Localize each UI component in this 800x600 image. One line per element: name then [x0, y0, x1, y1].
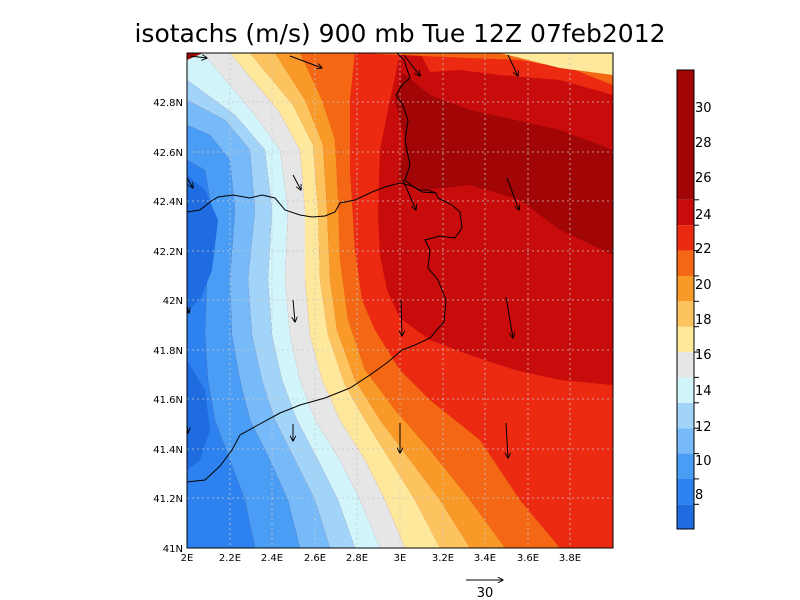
map-title: isotachs (m/s) 900 mb Tue 12Z 07feb2012: [134, 19, 665, 48]
wind-vector: [187, 177, 193, 188]
wind-vector: [507, 54, 518, 76]
band-28-30: [378, 53, 613, 385]
gridlines: [187, 53, 613, 548]
x-tick-label: 2.4E: [261, 553, 283, 564]
colorbar-swatch: [677, 352, 694, 378]
colorbar-label: 26: [695, 171, 712, 186]
colorbar-swatch: [677, 326, 694, 353]
colorbar-label: 28: [695, 136, 712, 151]
colorbar-label: 12: [695, 420, 712, 435]
plot-area: [187, 53, 613, 548]
x-tick-label: 2.6E: [304, 553, 326, 564]
band-12-14: [187, 80, 355, 548]
reference-vector-label: 30: [477, 586, 494, 600]
y-axis: 41N 41.2N 41.4N 41.6N 41.8N 42N 42.2N 42…: [153, 98, 183, 555]
band-14-16: [187, 53, 380, 548]
y-tick-label: 42.8N: [153, 98, 183, 109]
colorbar-label: 14: [695, 384, 712, 399]
colorbar-swatch: [677, 478, 694, 505]
border-line: [187, 182, 437, 218]
y-tick-label: 42.4N: [153, 197, 183, 208]
y-tick-label: 41N: [163, 544, 183, 555]
wind-vector: [189, 56, 207, 58]
x-tick-label: 3.8E: [559, 553, 581, 564]
colorbar-swatch: [677, 377, 694, 403]
colorbar-swatch: [677, 70, 694, 200]
colorbar-label: 30: [695, 101, 712, 116]
x-tick-label: 2E: [181, 553, 194, 564]
colorbar-frame: [676, 69, 695, 530]
wind-vectors: [187, 55, 519, 458]
coastline: [187, 53, 463, 483]
speed-field: [187, 53, 613, 548]
wind-vector: [506, 422, 508, 458]
band-16-18: [203, 53, 405, 548]
reference-vector: 30: [466, 580, 503, 600]
x-tick-label: 3E: [394, 553, 407, 564]
colorbar-swatch: [677, 402, 694, 429]
x-tick-label: 3.2E: [432, 553, 454, 564]
wind-vector: [292, 174, 301, 190]
band-22-24: [275, 53, 613, 548]
wind-vector: [403, 54, 420, 76]
colorbar-swatch: [677, 225, 694, 251]
wind-vector: [289, 55, 322, 68]
wind-vector: [401, 299, 402, 336]
colorbar-swatch: [677, 250, 694, 276]
band-10-12: [187, 100, 330, 548]
colorbar: 8 10 12 14 16 18 20 22 24 26 28 30: [676, 69, 712, 530]
y-tick-label: 41.4N: [153, 445, 183, 456]
wind-vector: [402, 179, 416, 210]
colorbar-label: 8: [695, 488, 703, 503]
wind-vector: [505, 296, 513, 338]
band-26-28: [350, 53, 613, 548]
colorbar-label: 16: [695, 348, 712, 363]
y-tick-label: 41.8N: [153, 346, 183, 357]
y-tick-label: 42.6N: [153, 148, 183, 159]
wind-vector: [506, 177, 519, 210]
x-tick-label: 3.6E: [517, 553, 539, 564]
x-tick-label: 3.4E: [474, 553, 496, 564]
x-tick-label: 2.2E: [219, 553, 241, 564]
colorbar-swatch: [677, 504, 694, 529]
colorbar-ticks: [694, 199, 699, 505]
colorbar-swatch: [677, 428, 694, 454]
band-below-6: [187, 175, 218, 470]
colorbar-swatch: [677, 199, 694, 226]
band-24-26: [300, 53, 613, 548]
x-tick-label: 2.8E: [346, 553, 368, 564]
colorbar-label: 18: [695, 313, 712, 328]
x-axis: 2E 2.2E 2.4E 2.6E 2.8E 3E 3.2E 3.4E 3.6E…: [181, 553, 581, 564]
y-tick-label: 42.2N: [153, 247, 183, 258]
y-tick-label: 41.6N: [153, 395, 183, 406]
colorbar-label: 24: [695, 208, 712, 223]
y-tick-label: 42N: [163, 296, 183, 307]
y-tick-label: 41.2N: [153, 494, 183, 505]
colorbar-label: 22: [695, 242, 712, 257]
colorbar-label: 10: [695, 454, 712, 469]
plot-frame: [186, 52, 614, 549]
colorbar-swatch: [677, 453, 694, 479]
wind-vector: [293, 299, 295, 322]
colorbar-label: 20: [695, 278, 712, 293]
colorbar-swatch: [677, 275, 694, 302]
colorbar-swatch: [677, 301, 694, 327]
